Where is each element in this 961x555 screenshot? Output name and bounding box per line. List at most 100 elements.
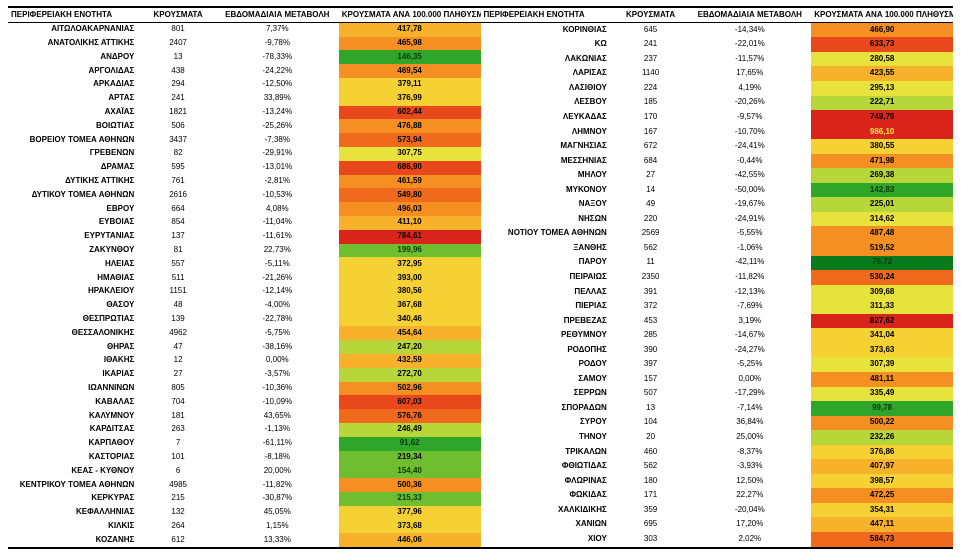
table-row: ΛΑΡΙΣΑΣ114017,65%423,55 bbox=[481, 66, 954, 81]
cell-rate: 380,56 bbox=[339, 285, 481, 299]
table-row: ΜΕΣΣΗΝΙΑΣ684-0,44%471,98 bbox=[481, 154, 954, 169]
cell-rate: 749,79 bbox=[811, 110, 953, 125]
cell-region: ΝΟΤΙΟΥ ΤΟΜΕΑ ΑΘΗΝΩΝ bbox=[481, 226, 613, 241]
cell-change: 12,50% bbox=[688, 474, 811, 489]
cell-cases: 139 bbox=[140, 313, 216, 327]
table-row: ΛΕΣΒΟΥ185-20,26%222,71 bbox=[481, 96, 954, 111]
cell-change: 22,27% bbox=[688, 488, 811, 503]
cell-rate: 232,26 bbox=[811, 430, 953, 445]
cell-cases: 215 bbox=[140, 492, 216, 506]
cell-cases: 397 bbox=[613, 357, 689, 372]
cell-rate: 417,78 bbox=[339, 22, 481, 36]
cell-rate: 393,00 bbox=[339, 271, 481, 285]
table-row: ΧΙΟΥ3032,02%584,73 bbox=[481, 532, 954, 548]
cell-change: -5,25% bbox=[688, 357, 811, 372]
cell-cases: 595 bbox=[140, 161, 216, 175]
cell-region: ΠΑΡΟΥ bbox=[481, 256, 613, 271]
cell-region: ΛΑΚΩΝΙΑΣ bbox=[481, 52, 613, 67]
cell-region: ΧΑΝΙΩΝ bbox=[481, 517, 613, 532]
cell-rate: 407,97 bbox=[811, 459, 953, 474]
table-row: ΠΕΙΡΑΙΩΣ2350-11,82%530,24 bbox=[481, 270, 954, 285]
cell-rate: 481,11 bbox=[811, 372, 953, 387]
cell-rate: 225,01 bbox=[811, 197, 953, 212]
table-row: ΜΑΓΝΗΣΙΑΣ672-24,41%380,55 bbox=[481, 139, 954, 154]
table-row: ΙΩΑΝΝΙΝΩΝ805-10,36%502,96 bbox=[8, 382, 481, 396]
cell-change: -29,91% bbox=[216, 147, 339, 161]
cell-cases: 511 bbox=[140, 271, 216, 285]
cell-region: ΚΕΡΚΥΡΑΣ bbox=[8, 492, 140, 506]
cell-cases: 359 bbox=[613, 503, 689, 518]
table-row: ΗΛΕΙΑΣ557-5,11%372,95 bbox=[8, 257, 481, 271]
cell-rate: 146,35 bbox=[339, 50, 481, 64]
cell-rate: 247,20 bbox=[339, 340, 481, 354]
table-row: ΑΡΓΟΛΙΔΑΣ438-24,22%469,54 bbox=[8, 64, 481, 78]
cell-rate: 295,13 bbox=[811, 81, 953, 96]
cell-region: ΗΛΕΙΑΣ bbox=[8, 257, 140, 271]
cell-change: -10,36% bbox=[216, 382, 339, 396]
cell-cases: 2569 bbox=[613, 226, 689, 241]
cell-region: ΔΡΑΜΑΣ bbox=[8, 161, 140, 175]
cell-cases: 507 bbox=[613, 387, 689, 402]
cell-cases: 11 bbox=[613, 256, 689, 271]
table-row: ΔΥΤΙΚΟΥ ΤΟΜΕΑ ΑΘΗΝΩΝ2616-10,53%549,80 bbox=[8, 188, 481, 202]
table-row: ΠΕΛΛΑΣ391-12,13%309,68 bbox=[481, 285, 954, 300]
cell-cases: 137 bbox=[140, 230, 216, 244]
cell-cases: 684 bbox=[613, 154, 689, 169]
cell-change: -10,70% bbox=[688, 125, 811, 140]
cell-cases: 704 bbox=[140, 395, 216, 409]
cell-change: -42,55% bbox=[688, 168, 811, 183]
cell-rate: 584,73 bbox=[811, 532, 953, 548]
cell-rate: 461,59 bbox=[339, 175, 481, 189]
cell-region: ΧΑΛΚΙΔΙΚΗΣ bbox=[481, 503, 613, 518]
cell-rate: 496,03 bbox=[339, 202, 481, 216]
header-row: ΠΕΡΙΦΕΡΕΙΑΚΗ ΕΝΟΤΗΤΑ ΚΡΟΥΣΜΑΤΑ ΕΒΔΟΜΑΔΙΑ… bbox=[481, 7, 954, 22]
cell-rate: 784,61 bbox=[339, 230, 481, 244]
col-region: ΠΕΡΙΦΕΡΕΙΑΚΗ ΕΝΟΤΗΤΑ bbox=[8, 7, 140, 22]
cell-cases: 101 bbox=[140, 451, 216, 465]
cell-change: 25,00% bbox=[688, 430, 811, 445]
table-row: ΡΟΔΟΥ397-5,25%307,39 bbox=[481, 357, 954, 372]
cell-change: -24,22% bbox=[216, 64, 339, 78]
table-row: ΚΙΛΚΙΣ2641,15%373,68 bbox=[8, 519, 481, 533]
cell-cases: 4985 bbox=[140, 478, 216, 492]
cell-cases: 303 bbox=[613, 532, 689, 548]
cell-region: ΘΗΡΑΣ bbox=[8, 340, 140, 354]
table-row: ΞΑΝΘΗΣ562-1,06%519,52 bbox=[481, 241, 954, 256]
cell-rate: 311,33 bbox=[811, 299, 953, 314]
cell-region: ΚΑΡΠΑΘΟΥ bbox=[8, 437, 140, 451]
cell-change: -22,01% bbox=[688, 37, 811, 52]
cell-region: ΑΡΤΑΣ bbox=[8, 92, 140, 106]
cell-rate: 373,63 bbox=[811, 343, 953, 358]
cell-cases: 805 bbox=[140, 382, 216, 396]
cell-rate: 340,46 bbox=[339, 313, 481, 327]
cell-rate: 377,96 bbox=[339, 506, 481, 520]
table-row: ΛΑΣΙΘΙΟΥ2244,19%295,13 bbox=[481, 81, 954, 96]
cell-region: ΤΗΝΟΥ bbox=[481, 430, 613, 445]
cell-change: -50,00% bbox=[688, 183, 811, 198]
cell-change: -78,33% bbox=[216, 50, 339, 64]
cell-region: ΜΥΚΟΝΟΥ bbox=[481, 183, 613, 198]
cell-region: ΛΗΜΝΟΥ bbox=[481, 125, 613, 140]
table-row: ΣΑΜΟΥ1570,00%481,11 bbox=[481, 372, 954, 387]
cell-region: ΚΩ bbox=[481, 37, 613, 52]
cell-cases: 6 bbox=[140, 464, 216, 478]
cell-region: ΦΘΙΩΤΙΔΑΣ bbox=[481, 459, 613, 474]
table-row: ΣΕΡΡΩΝ507-17,29%335,49 bbox=[481, 387, 954, 402]
table-row: ΒΟΡΕΙΟΥ ΤΟΜΕΑ ΑΘΗΝΩΝ3437-7,38%573,94 bbox=[8, 133, 481, 147]
cell-change: -7,14% bbox=[688, 401, 811, 416]
cell-cases: 13 bbox=[613, 401, 689, 416]
table-row: ΜΗΛΟΥ27-42,55%269,38 bbox=[481, 168, 954, 183]
cell-change: 45,05% bbox=[216, 506, 339, 520]
table-row: ΑΝΑΤΟΛΙΚΗΣ ΑΤΤΙΚΗΣ2407-9,78%465,98 bbox=[8, 37, 481, 51]
cell-cases: 1140 bbox=[613, 66, 689, 81]
cell-cases: 612 bbox=[140, 533, 216, 548]
cell-rate: 502,96 bbox=[339, 382, 481, 396]
cell-region: ΑΝΔΡΟΥ bbox=[8, 50, 140, 64]
cell-region: ΙΚΑΡΙΑΣ bbox=[8, 368, 140, 382]
cell-cases: 453 bbox=[613, 314, 689, 329]
cell-change: -12,50% bbox=[216, 78, 339, 92]
cell-change: -21,26% bbox=[216, 271, 339, 285]
table-row: ΚΑΡΔΙΤΣΑΣ263-1,13%246,49 bbox=[8, 423, 481, 437]
cell-rate: 454,64 bbox=[339, 326, 481, 340]
cell-cases: 557 bbox=[140, 257, 216, 271]
